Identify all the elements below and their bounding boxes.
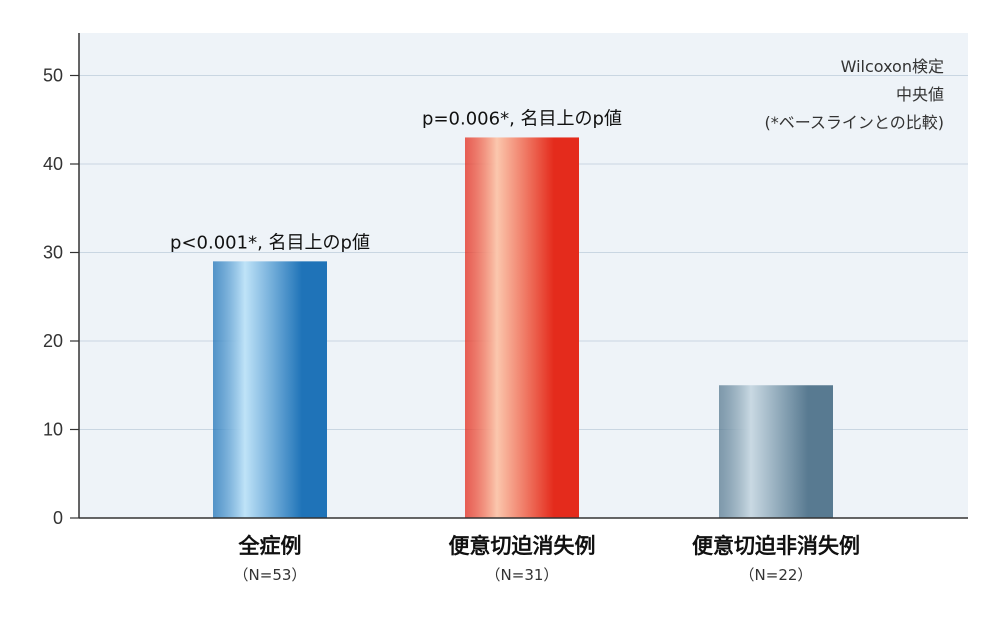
bar-annotations: p<0.001*, 名目上のp値 p=0.006*, 名目上のp値 (170, 108, 622, 253)
y-tick-label: 50 (43, 66, 63, 86)
bar-annotation-1: p<0.001*, 名目上のp値 (170, 232, 370, 253)
category-sample-size-1: （N=53） (234, 566, 307, 584)
bar-3 (719, 385, 833, 518)
y-tick-label: 30 (43, 243, 63, 263)
category-label-1: 全症例 (238, 534, 302, 558)
bars (213, 137, 833, 518)
y-tick-label: 20 (43, 331, 63, 351)
x-axis-labels: 全症例 （N=53） 便意切迫消失例 （N=31） 便意切迫非消失例 （N=22） (234, 534, 860, 584)
legend-note: Wilcoxon検定 中央値 (*ベースラインとの比較) (764, 57, 944, 132)
y-tick-label: 0 (53, 508, 63, 528)
note-comparison: (*ベースラインとの比較) (764, 113, 944, 132)
bar-2 (465, 137, 579, 518)
y-axis-ticks: 0 10 20 30 40 50 (43, 66, 79, 528)
category-sample-size-2: （N=31） (486, 566, 559, 584)
category-label-2: 便意切迫消失例 (449, 534, 596, 558)
category-sample-size-3: （N=22） (740, 566, 813, 584)
note-test-name: Wilcoxon検定 (841, 57, 944, 76)
note-statistic: 中央値 (896, 85, 944, 104)
bar-1 (213, 261, 327, 518)
axes (78, 33, 968, 519)
category-label-3: 便意切迫非消失例 (692, 534, 860, 558)
bar-annotation-2: p=0.006*, 名目上のp値 (422, 108, 622, 129)
y-tick-label: 10 (43, 420, 63, 440)
y-tick-label: 40 (43, 154, 63, 174)
